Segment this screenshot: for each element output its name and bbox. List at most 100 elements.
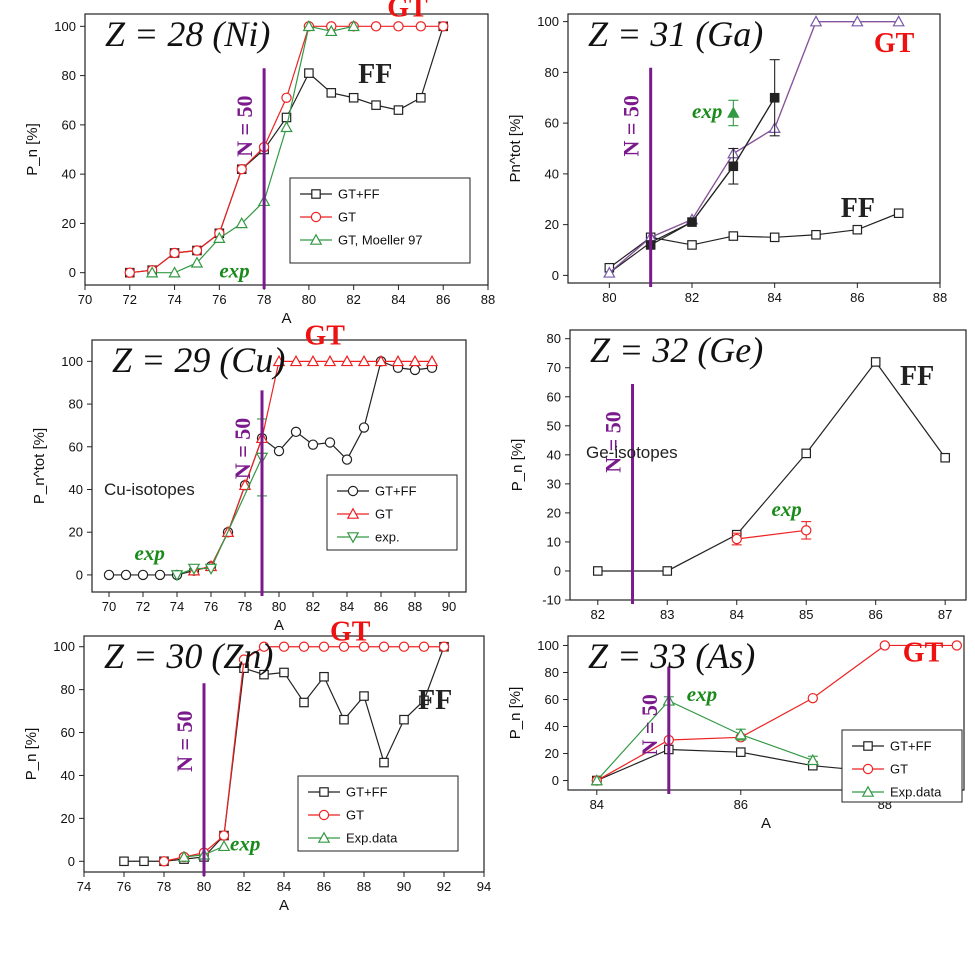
data-point xyxy=(217,839,231,852)
data-point xyxy=(769,92,780,103)
y-tick-label: 40 xyxy=(545,719,559,734)
legend-marker xyxy=(861,785,875,797)
data-point xyxy=(273,445,285,457)
y-tick-label: 40 xyxy=(545,166,559,181)
series-unnamed-4 xyxy=(645,59,780,250)
y-tick-label: 100 xyxy=(53,639,75,654)
panel-title: Z = 29 (Cu) xyxy=(112,340,285,380)
data-point xyxy=(302,19,316,32)
y-tick-label: 80 xyxy=(545,65,559,80)
data-point xyxy=(687,240,697,250)
y-axis-label: P_n [%] xyxy=(23,728,40,781)
data-point xyxy=(940,452,950,463)
data-point xyxy=(415,21,427,32)
y-tick-label: 40 xyxy=(61,768,75,783)
data-point xyxy=(438,641,450,652)
data-point xyxy=(191,245,203,256)
y-tick-label: 20 xyxy=(545,217,559,232)
data-point xyxy=(326,88,337,98)
x-tick-label: 82 xyxy=(591,607,605,622)
data-point xyxy=(190,256,204,268)
x-tick-label: 72 xyxy=(123,292,137,307)
x-tick-label: 82 xyxy=(685,290,699,305)
panel-title: Z = 32 (Ge) xyxy=(590,330,763,370)
x-tick-label: 80 xyxy=(302,292,316,307)
data-point xyxy=(806,753,820,766)
data-point xyxy=(590,774,604,786)
y-tick-label: 0 xyxy=(552,773,559,788)
x-tick-label: 78 xyxy=(257,292,271,307)
legend-marker xyxy=(317,831,331,843)
data-point xyxy=(728,161,739,172)
annotation-exp: exp xyxy=(687,682,717,706)
n50-label: N = 50 xyxy=(232,95,257,156)
data-point xyxy=(734,728,748,740)
legend-label: GT xyxy=(338,210,356,225)
y-tick-label: 60 xyxy=(69,439,83,454)
x-tick-label: 70 xyxy=(102,599,116,614)
annotation-gt: GT xyxy=(874,28,915,59)
annotation-exp: exp xyxy=(771,497,801,521)
data-point xyxy=(218,830,230,841)
x-tick-label: 84 xyxy=(277,879,291,894)
legend-marker xyxy=(309,233,323,245)
data-point xyxy=(391,354,405,367)
data-point xyxy=(807,692,819,704)
series-line xyxy=(176,457,263,576)
data-point xyxy=(348,92,359,103)
data-point xyxy=(347,19,360,32)
legend-label: GT xyxy=(890,762,908,777)
legend-label: GT+FF xyxy=(375,484,417,499)
legend-box xyxy=(841,729,963,803)
x-tick-label: 82 xyxy=(237,879,251,894)
data-point xyxy=(438,21,449,32)
annotation-exp: exp xyxy=(219,259,249,283)
x-tick-label: 88 xyxy=(408,599,422,614)
panel-3: 70 72 74 76 78 80 82 84 86 88 90 0 20 40 60 80 100 A P_n^t… xyxy=(31,320,467,634)
data-point xyxy=(272,354,286,367)
y-tick-label: 20 xyxy=(61,811,75,826)
data-point xyxy=(235,216,248,229)
data-point xyxy=(769,232,780,243)
data-point xyxy=(338,641,350,652)
data-point xyxy=(378,641,390,652)
data-point xyxy=(154,569,166,581)
n50-label: N = 50 xyxy=(619,95,644,156)
x-tick-label: 86 xyxy=(374,599,388,614)
data-point xyxy=(687,217,697,227)
series-unnamed-3 xyxy=(603,15,905,278)
legend-label: GT+FF xyxy=(346,785,388,800)
data-point xyxy=(124,267,135,278)
isotope-label: Ge-isotopes xyxy=(586,443,678,462)
y-tick-label: 60 xyxy=(545,116,559,131)
y-tick-label: 80 xyxy=(69,397,83,412)
legend: GT+FF GT Exp.data xyxy=(297,775,459,852)
y-tick-label: 60 xyxy=(547,389,561,404)
y-axis-label: P_n [%] xyxy=(509,439,526,492)
annotation-exp: exp xyxy=(692,99,722,123)
n50-label: N = 50 xyxy=(601,411,626,472)
data-point xyxy=(425,354,439,367)
y-axis-label: Pn^tot [%] xyxy=(507,115,524,183)
data-point xyxy=(169,247,180,259)
data-point xyxy=(290,426,302,438)
data-point xyxy=(801,448,812,459)
x-tick-label: 90 xyxy=(442,599,456,614)
data-point xyxy=(298,641,310,652)
x-tick-label: 88 xyxy=(933,290,947,305)
y-tick-label: 20 xyxy=(69,525,83,540)
data-point xyxy=(170,570,184,582)
data-point xyxy=(662,566,673,576)
plot-frame xyxy=(84,13,489,286)
data-point xyxy=(204,563,218,575)
data-point xyxy=(158,856,170,867)
x-tick-label: 84 xyxy=(590,797,604,812)
data-point xyxy=(325,24,338,37)
x-tick-label: 86 xyxy=(868,607,882,622)
series-line xyxy=(650,97,776,246)
x-tick-label: 83 xyxy=(660,607,674,622)
data-point xyxy=(727,106,740,118)
data-point xyxy=(238,478,252,491)
data-point xyxy=(289,354,303,367)
y-tick-label: -10 xyxy=(542,593,561,608)
